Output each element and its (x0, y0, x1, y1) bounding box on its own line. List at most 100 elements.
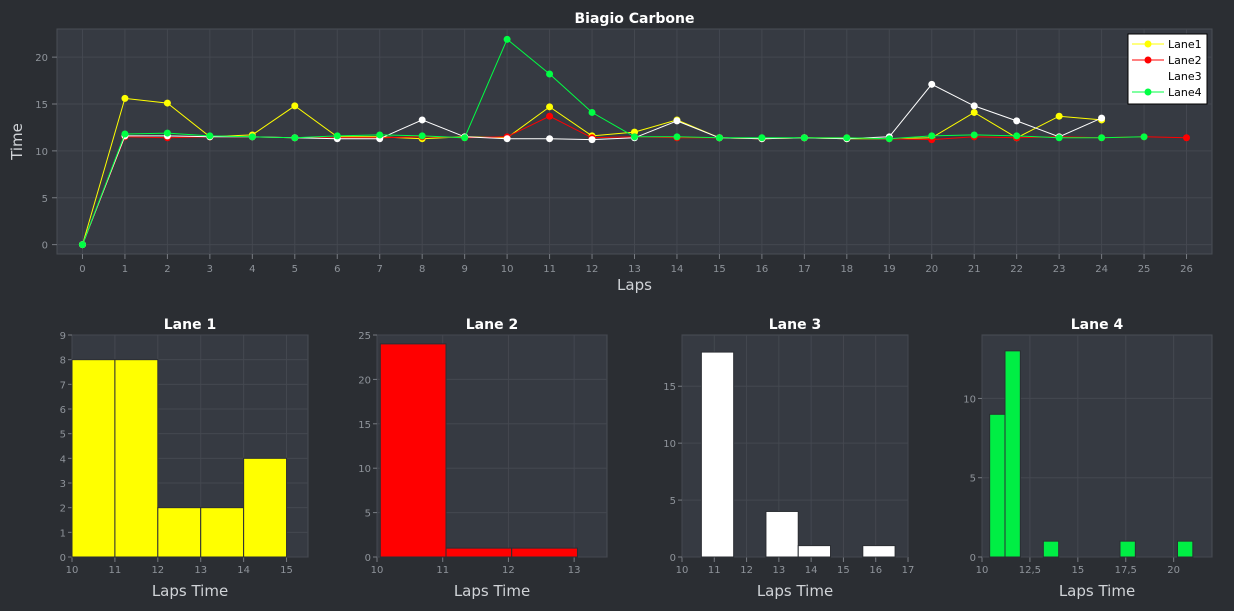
chart-title: Lane 4 (1071, 317, 1124, 333)
x-tick-label: 12 (151, 565, 164, 576)
histogram-bar (200, 507, 245, 558)
histogram-bar (1177, 540, 1194, 558)
x-tick-label: 13 (568, 565, 581, 576)
y-tick-label: 15 (358, 420, 371, 431)
x-tick-label: 11 (543, 264, 556, 275)
data-point (800, 134, 808, 142)
data-point (970, 108, 978, 116)
data-point (715, 134, 723, 142)
chart-title: Lane 3 (769, 317, 821, 333)
x-axis-label: Laps Time (454, 582, 530, 600)
x-tick-label: 17,5 (1115, 565, 1137, 576)
y-tick-label: 15 (663, 382, 676, 393)
y-axis-label: Time (8, 123, 26, 161)
data-point (206, 132, 214, 140)
x-tick-label: 25 (1138, 264, 1151, 275)
x-tick-label: 11 (708, 565, 721, 576)
histogram-bar (797, 545, 832, 558)
x-axis-label: Laps Time (1059, 582, 1135, 600)
y-tick-label: 3 (60, 479, 66, 490)
data-point (885, 135, 893, 143)
x-tick-label: 12 (740, 565, 753, 576)
x-axis-label: Laps Time (757, 582, 833, 600)
histogram-bar (71, 359, 116, 558)
y-tick-label: 20 (358, 375, 371, 386)
data-point (1140, 133, 1148, 141)
x-tick-label: 14 (671, 264, 684, 275)
y-tick-label: 1 (60, 528, 66, 539)
y-tick-label: 7 (60, 380, 66, 391)
histogram-bar (989, 413, 1006, 558)
data-point (1098, 134, 1106, 142)
legend-entry: Lane1 (1168, 38, 1202, 51)
data-point (1098, 114, 1106, 122)
x-tick-label: 2 (164, 264, 170, 275)
x-tick-label: 20 (1167, 565, 1180, 576)
histogram-bar (243, 457, 288, 558)
x-tick-label: 15 (713, 264, 726, 275)
x-tick-label: 7 (377, 264, 383, 275)
data-point (418, 132, 426, 140)
data-point (588, 136, 596, 144)
x-tick-label: 14 (237, 565, 250, 576)
y-tick-label: 10 (35, 147, 48, 158)
data-point (843, 134, 851, 142)
chart-title: Biagio Carbone (575, 11, 695, 27)
x-tick-label: 11 (109, 565, 122, 576)
data-point (163, 99, 171, 107)
data-point (333, 132, 341, 140)
x-tick-label: 14 (805, 565, 818, 576)
y-tick-label: 6 (60, 405, 66, 416)
x-tick-label: 12,5 (1019, 565, 1041, 576)
legend-swatch-marker (1144, 40, 1152, 48)
histogram-bar (379, 343, 447, 558)
x-tick-label: 22 (1010, 264, 1023, 275)
x-tick-label: 17 (902, 565, 915, 576)
y-tick-label: 8 (60, 356, 66, 367)
x-tick-label: 16 (869, 565, 882, 576)
x-tick-label: 10 (66, 565, 79, 576)
legend-entry: Lane4 (1168, 86, 1202, 99)
data-point (673, 133, 681, 141)
y-tick-label: 20 (35, 53, 48, 64)
x-tick-label: 20 (925, 264, 938, 275)
data-point (376, 131, 384, 139)
histogram-bar (862, 545, 896, 558)
histogram-bar (1119, 540, 1136, 558)
x-tick-label: 10 (976, 565, 989, 576)
chart-title: Lane 2 (466, 317, 518, 333)
x-tick-label: 10 (676, 565, 689, 576)
data-point (970, 131, 978, 139)
data-point (291, 102, 299, 110)
x-tick-label: 15 (280, 565, 293, 576)
x-tick-label: 23 (1053, 264, 1066, 275)
legend-swatch-marker (1144, 56, 1152, 64)
data-point (163, 129, 171, 137)
x-tick-label: 10 (371, 565, 384, 576)
y-tick-label: 9 (60, 331, 66, 342)
data-point (1013, 117, 1021, 125)
y-tick-label: 10 (663, 439, 676, 450)
histogram-bar (765, 510, 799, 558)
data-point (546, 70, 554, 78)
y-tick-label: 5 (60, 430, 66, 441)
y-tick-label: 10 (358, 464, 371, 475)
x-tick-label: 21 (968, 264, 981, 275)
chart-title: Lane 1 (164, 317, 216, 333)
y-tick-label: 5 (365, 509, 371, 520)
legend-swatch-marker (1144, 88, 1152, 96)
x-tick-label: 17 (798, 264, 811, 275)
y-tick-label: 5 (42, 194, 48, 205)
data-point (1013, 132, 1021, 140)
x-tick-label: 12 (502, 565, 515, 576)
y-tick-label: 0 (60, 553, 66, 564)
y-tick-label: 4 (60, 454, 66, 465)
x-axis-label: Laps Time (152, 582, 228, 600)
histogram-bar (511, 547, 578, 558)
histogram-bar (157, 507, 202, 558)
y-tick-label: 0 (42, 241, 48, 252)
y-tick-label: 15 (35, 100, 48, 111)
lane-4-histogram: 10 12,5 15 17,5 20 0 5 10 Lane 4 Laps Time (963, 317, 1213, 600)
data-point (1055, 112, 1063, 120)
